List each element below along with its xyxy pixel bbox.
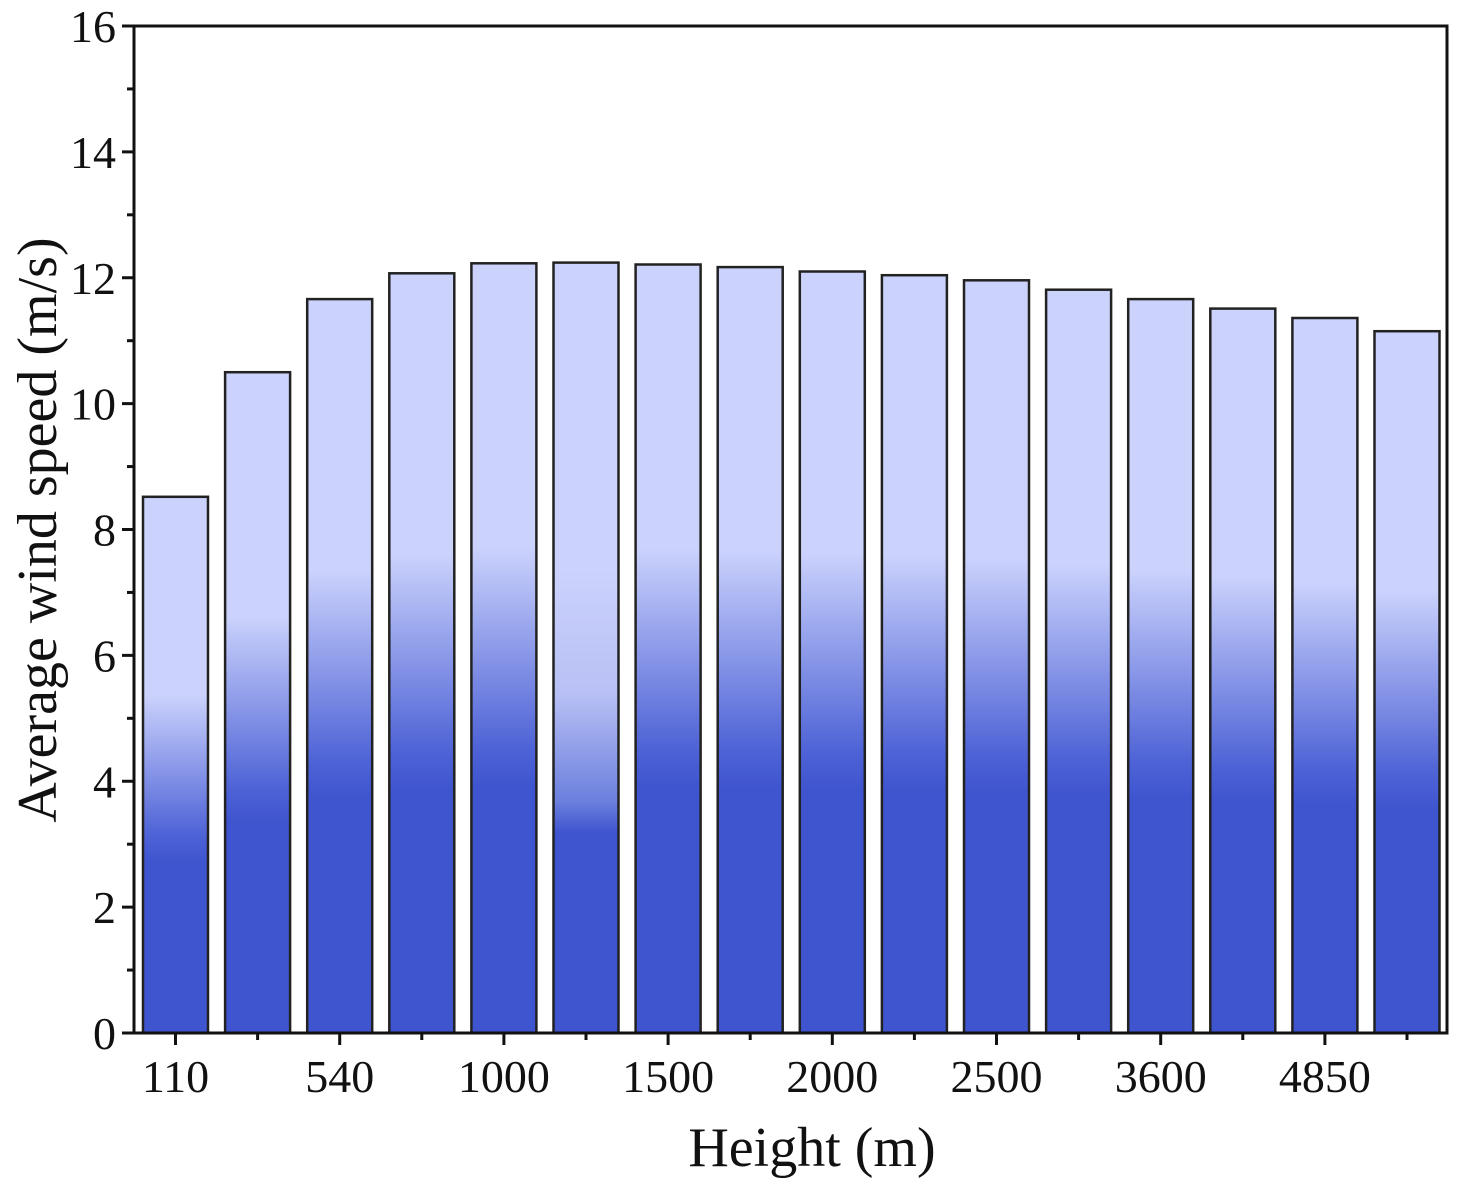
y-tick-label: 4 [93,756,116,807]
x-axis-title: Height (m) [688,1117,935,1179]
bar [634,263,702,1035]
x-tick-label: 4850 [1279,1051,1371,1102]
x-axis: 110 540 1000 1500 2000 2500 3600 4850 [142,1033,1409,1102]
bars-group [141,261,1441,1035]
bar [880,273,949,1035]
x-tick-label: 1000 [458,1051,550,1102]
y-tick-label: 8 [93,505,116,556]
y-tick-label: 16 [70,1,116,52]
bar [305,297,374,1035]
bar [716,265,784,1035]
y-tick-label: 12 [70,253,116,304]
bar [1291,316,1359,1035]
y-axis-title: Average wind speed (m/s) [7,237,69,822]
bar [223,370,292,1035]
bar [141,495,210,1035]
y-axis: 0 2 4 6 8 10 12 14 16 [70,1,134,1059]
bar [470,262,538,1035]
bar [552,261,620,1035]
bar [962,279,1031,1035]
bar [798,270,867,1035]
y-tick-label: 10 [70,379,116,430]
x-tick-label: 540 [305,1051,374,1102]
x-tick-label: 2500 [951,1051,1043,1102]
x-tick-label: 1500 [622,1051,714,1102]
y-tick-label: 0 [93,1008,116,1059]
bar [388,272,456,1035]
x-tick-label: 3600 [1115,1051,1207,1102]
x-tick-label: 2000 [786,1051,878,1102]
y-tick-label: 6 [93,630,116,681]
y-tick-label: 2 [93,882,116,933]
y-tick-label: 14 [70,127,116,178]
x-tick-label: 110 [142,1051,209,1102]
bar [1126,297,1195,1035]
bar [1044,288,1113,1035]
bar [1373,329,1441,1035]
bar [1209,307,1277,1035]
